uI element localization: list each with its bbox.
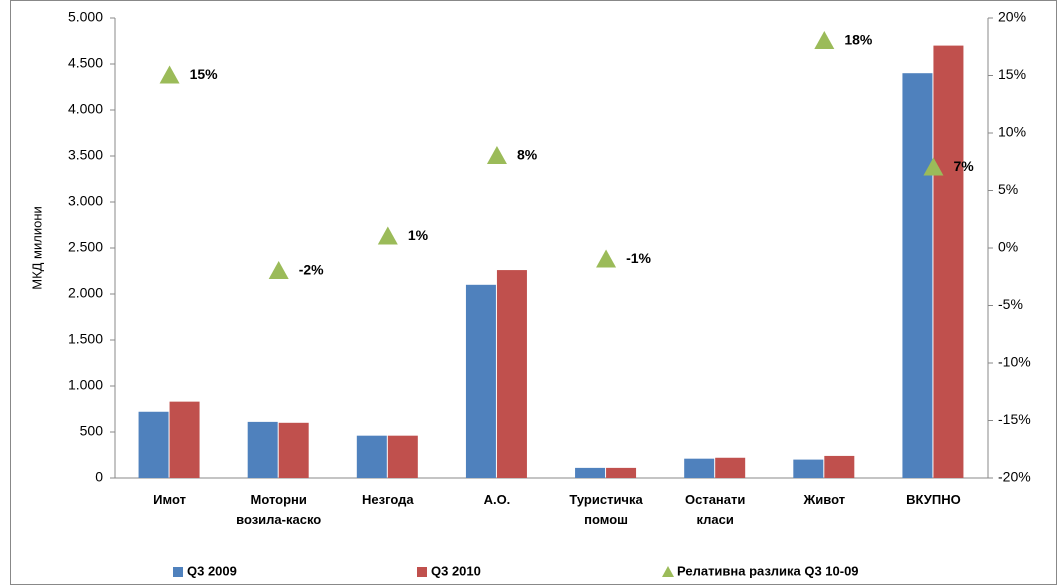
bar <box>496 270 527 478</box>
x-tick-label: Незгода <box>362 492 414 507</box>
data-label: 15% <box>190 66 219 82</box>
x-tick-label: ВКУПНО <box>906 492 961 507</box>
legend-label: Релативна разлика Q3 10-09 <box>677 563 859 578</box>
bar <box>824 455 855 478</box>
bar <box>793 459 824 478</box>
bar <box>247 421 278 478</box>
bar <box>169 401 200 478</box>
y-tick-label: 1.000 <box>68 377 103 393</box>
legend-label: Q3 2009 <box>187 563 237 578</box>
data-label: -1% <box>626 250 651 266</box>
x-tick-label: Останати класи <box>684 492 746 527</box>
y2-tick-label: 10% <box>998 124 1026 140</box>
bar <box>387 435 418 478</box>
bar <box>902 73 933 478</box>
data-label: 1% <box>408 227 429 243</box>
marker <box>923 157 944 176</box>
bar <box>933 45 964 478</box>
y-tick-label: 5.000 <box>68 9 103 25</box>
y-tick-label: 4.500 <box>68 55 103 71</box>
y-tick-label: 4.000 <box>68 101 103 117</box>
y-tick-label: 0 <box>95 469 103 485</box>
y2-tick-label: -10% <box>998 354 1031 370</box>
y-tick-label: 3.500 <box>68 147 103 163</box>
marker <box>159 65 180 84</box>
marker <box>377 226 398 245</box>
y2-tick-label: -5% <box>998 296 1023 312</box>
y2-tick-label: 0% <box>998 239 1018 255</box>
y2-tick-label: -15% <box>998 411 1031 427</box>
y-tick-label: 500 <box>80 423 104 439</box>
y-axis-title: МКД милиони <box>29 206 44 290</box>
marker <box>486 146 507 164</box>
bar <box>715 457 746 478</box>
marker <box>814 31 835 49</box>
bar <box>138 411 169 478</box>
bar <box>278 422 309 478</box>
data-label: 18% <box>844 32 873 48</box>
bar <box>575 467 606 478</box>
data-label: -2% <box>299 262 324 278</box>
x-tick-label: Живот <box>803 492 846 507</box>
x-tick-label: Моторни возила-каско <box>236 492 322 527</box>
y2-tick-label: 15% <box>998 66 1026 82</box>
bar <box>465 284 496 478</box>
legend-swatch <box>662 566 674 577</box>
y-tick-label: 1.500 <box>68 331 103 347</box>
x-tick-label: Туристичка помош <box>569 492 643 527</box>
legend-label: Q3 2010 <box>431 563 481 578</box>
data-label: 7% <box>953 158 974 174</box>
marker <box>268 261 289 279</box>
x-tick-label: Имот <box>153 492 186 507</box>
bar <box>684 458 715 478</box>
y2-tick-label: 20% <box>998 9 1026 25</box>
legend-swatch <box>417 567 427 577</box>
y2-tick-label: -20% <box>998 469 1031 485</box>
legend-swatch <box>173 567 183 577</box>
x-tick-label: А.О. <box>483 492 511 507</box>
y2-tick-label: 5% <box>998 181 1018 197</box>
marker <box>596 249 617 268</box>
data-label: 8% <box>517 147 538 163</box>
y-tick-label: 2.000 <box>68 285 103 301</box>
bar <box>356 435 387 478</box>
y-tick-label: 3.000 <box>68 193 103 209</box>
bar <box>606 467 637 478</box>
y-tick-label: 2.500 <box>68 239 103 255</box>
